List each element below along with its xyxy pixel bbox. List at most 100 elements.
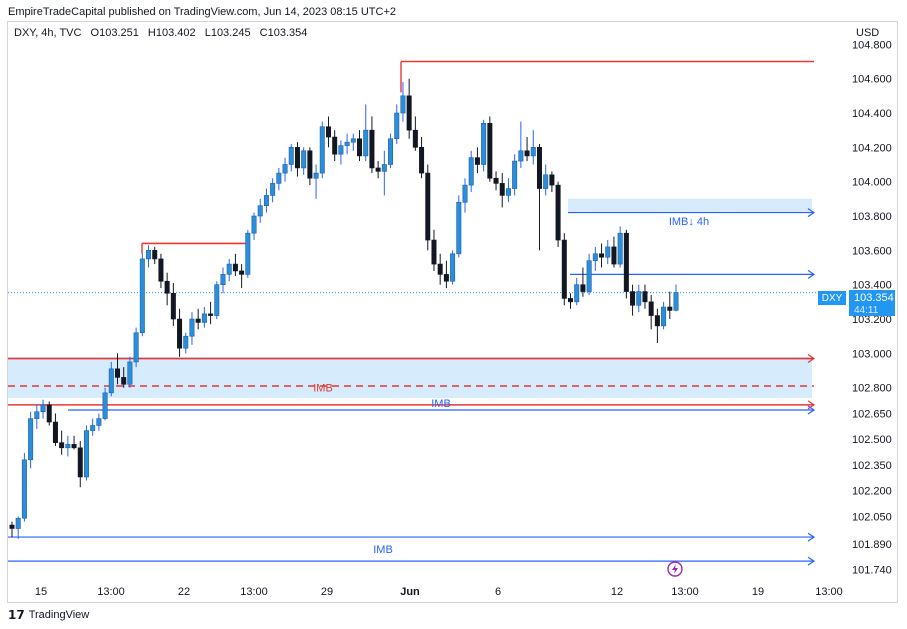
levels-layer	[8, 60, 846, 566]
candle	[456, 195, 462, 258]
candle	[270, 178, 276, 203]
candle-body	[561, 239, 567, 299]
candle	[34, 404, 40, 429]
imbalance-zone	[568, 198, 812, 213]
level-arrow	[807, 405, 816, 415]
zones-layer	[8, 198, 812, 399]
candle	[344, 133, 350, 155]
level-arrow	[807, 532, 816, 542]
candle-body	[568, 298, 574, 303]
zone-label: IMB	[373, 544, 393, 556]
candle	[630, 284, 636, 316]
low-value: L103.245	[205, 27, 251, 39]
candle-body	[133, 332, 139, 363]
candle	[505, 178, 511, 203]
y-tick-label: 103.800	[852, 211, 892, 223]
y-tick-label: 104.000	[852, 177, 892, 189]
candle	[65, 435, 71, 457]
candle-body	[524, 150, 530, 157]
chart-frame	[7, 21, 898, 603]
candle-body	[481, 122, 487, 165]
candle-body	[400, 95, 406, 114]
candle	[90, 418, 96, 436]
candle-body	[592, 253, 598, 261]
candle-body	[214, 284, 220, 316]
candle-body	[46, 404, 52, 423]
y-tick-label: 102.800	[852, 383, 892, 395]
candle-body	[630, 291, 636, 306]
candle-body	[518, 150, 524, 162]
candle-body	[456, 201, 462, 255]
candle-body	[443, 274, 449, 282]
candle-body	[536, 147, 542, 189]
candle	[555, 181, 561, 247]
candle-body	[661, 306, 667, 327]
candle	[636, 284, 642, 313]
y-tick-label: 102.200	[852, 486, 892, 498]
candle	[239, 264, 245, 289]
candle-body	[363, 129, 369, 157]
candle-body	[21, 459, 27, 519]
candle	[52, 413, 58, 447]
candle	[294, 142, 300, 177]
candle-body	[388, 138, 394, 165]
candle	[189, 312, 195, 345]
y-tick-label: 103.400	[852, 280, 892, 292]
candle-body	[648, 301, 654, 316]
candle	[375, 161, 381, 179]
candle-body	[152, 250, 158, 260]
currency-label: USD	[856, 27, 879, 39]
candle	[369, 116, 375, 174]
candle	[257, 198, 263, 223]
zone-label: IMB	[313, 382, 333, 394]
candle	[28, 411, 34, 469]
candle	[580, 267, 586, 297]
candle	[661, 301, 667, 330]
candle	[561, 233, 567, 306]
level-arrow	[807, 208, 816, 218]
y-tick-label: 101.740	[852, 565, 892, 577]
candle	[282, 157, 288, 182]
candle	[437, 253, 443, 285]
candle-body	[127, 361, 133, 385]
candle-body	[245, 232, 251, 275]
candle	[133, 327, 139, 368]
tradingview-logo-icon: 𝟭𝟳	[8, 608, 25, 622]
candle	[468, 150, 474, 192]
candle	[170, 282, 176, 326]
candle-body	[636, 291, 642, 306]
candle-body	[65, 444, 71, 449]
symbol-tag	[818, 291, 846, 305]
candle	[139, 253, 145, 337]
candle-body	[34, 411, 40, 419]
candle-body	[543, 174, 549, 189]
candle	[245, 229, 251, 278]
candle-body	[344, 141, 350, 146]
candle-body	[487, 122, 493, 179]
candle	[325, 116, 331, 148]
candle	[15, 516, 21, 539]
candle-body	[9, 524, 15, 529]
candle-body	[431, 239, 437, 265]
candle-body	[381, 164, 387, 172]
x-tick-label: 12	[611, 586, 623, 598]
candle	[121, 367, 127, 388]
candle	[127, 356, 133, 388]
high-value: H103.402	[148, 27, 196, 39]
candle-body	[623, 232, 629, 292]
candle	[673, 284, 679, 312]
candle	[232, 253, 238, 277]
candle	[251, 212, 257, 241]
y-tick-label: 103.600	[852, 245, 892, 257]
candle-body	[412, 129, 418, 148]
candle	[623, 229, 629, 299]
candle	[431, 229, 437, 271]
lightning-bolt-glyph	[672, 564, 678, 574]
publisher-line: EmpireTradeCapital published on TradingV…	[8, 6, 396, 18]
candle-body	[555, 184, 561, 241]
candle-body	[121, 377, 127, 385]
candle-body	[183, 335, 189, 349]
candle	[654, 308, 660, 344]
candle	[605, 240, 611, 265]
